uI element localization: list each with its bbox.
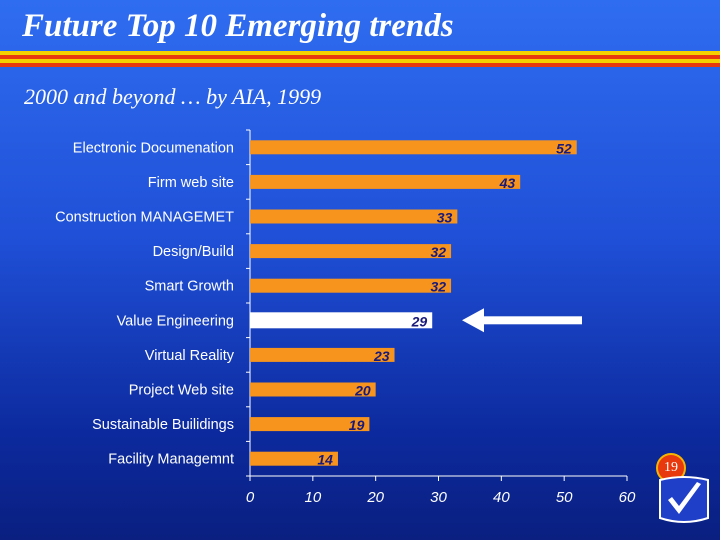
category-label: Construction MANAGEMET	[55, 210, 234, 226]
value-label: 43	[499, 175, 516, 191]
bar	[250, 209, 458, 224]
category-label: Firm web site	[148, 175, 234, 191]
bar	[250, 140, 577, 155]
slide-title: Future Top 10 Emerging trends	[22, 8, 454, 44]
bar	[250, 382, 376, 397]
arrow-shaft	[478, 316, 582, 325]
slide-subtitle: 2000 and beyond … by AIA, 1999	[24, 84, 322, 109]
bar	[250, 278, 452, 293]
title-stripes	[0, 51, 720, 67]
bar	[250, 451, 338, 466]
bar	[250, 174, 521, 189]
x-tick-label: 50	[556, 489, 573, 506]
stripe-4	[0, 63, 720, 67]
bar	[250, 244, 452, 259]
stripe-1	[0, 51, 720, 55]
category-label: Design/Build	[153, 244, 234, 260]
value-label: 32	[430, 244, 446, 260]
x-tick-label: 60	[619, 489, 636, 506]
x-tick-label: 10	[304, 489, 321, 506]
value-label: 29	[411, 313, 428, 329]
arrow-head	[462, 308, 484, 333]
category-label: Sustainable Builidings	[92, 417, 234, 433]
category-label: Value Engineering	[117, 313, 234, 329]
value-label: 14	[317, 452, 333, 468]
x-tick-label: 40	[493, 489, 510, 506]
value-label: 33	[437, 210, 453, 226]
stripe-2	[0, 55, 720, 59]
bar	[250, 312, 433, 329]
category-label: Smart Growth	[145, 279, 234, 295]
category-label: Facility Managemnt	[108, 452, 234, 468]
bar	[250, 417, 370, 432]
category-label: Project Web site	[129, 383, 234, 399]
value-label: 52	[556, 140, 572, 156]
value-label: 20	[354, 383, 371, 399]
value-label: 23	[373, 348, 390, 364]
page-number-badge: 19	[656, 453, 686, 483]
value-label: 19	[349, 417, 365, 433]
category-label: Virtual Reality	[145, 348, 235, 364]
stripe-3	[0, 59, 720, 63]
value-label: 32	[430, 279, 446, 295]
x-tick-label: 20	[366, 489, 384, 506]
bar	[250, 347, 395, 362]
category-label: Electronic Documenation	[73, 140, 234, 156]
x-tick-label: 30	[430, 489, 447, 506]
x-tick-label: 0	[246, 489, 255, 506]
checkmark-icon	[659, 476, 709, 523]
